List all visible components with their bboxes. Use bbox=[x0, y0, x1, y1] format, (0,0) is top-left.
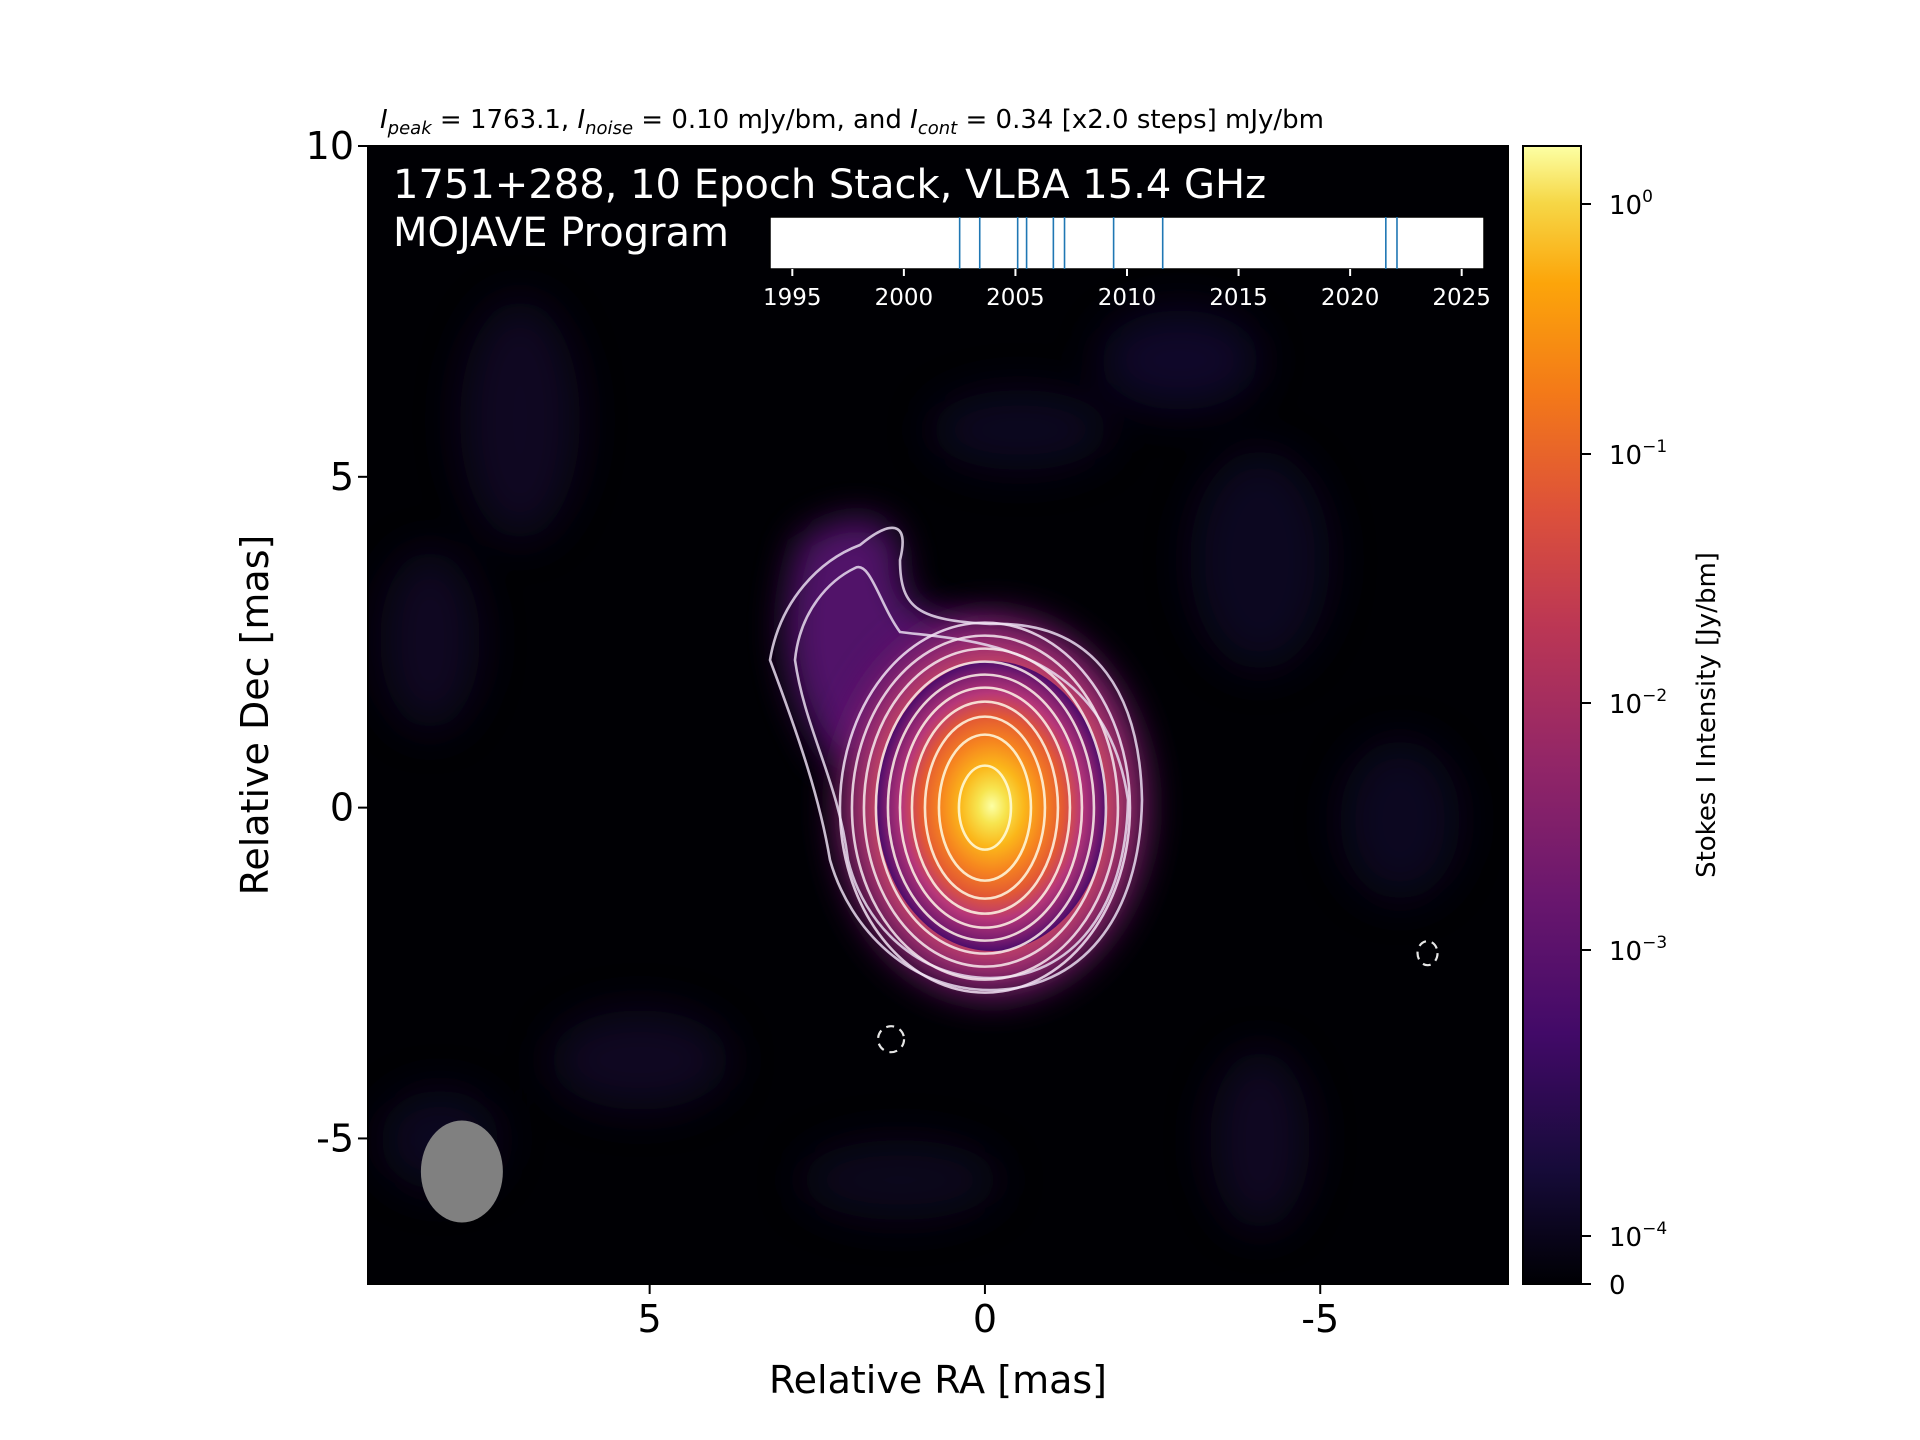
colorbar-tick-label: 10−4 bbox=[1609, 1219, 1667, 1253]
x-tick-label: 0 bbox=[973, 1297, 997, 1341]
colorbar-frame bbox=[1522, 145, 1582, 1285]
contour-caption: Ipeak = 1763.1, Inoise = 0.10 mJy/bm, an… bbox=[380, 105, 1324, 139]
timeline-tick-label: 2015 bbox=[1209, 285, 1268, 311]
colorbar-fill bbox=[1523, 146, 1581, 1284]
contour-ring bbox=[937, 733, 1033, 882]
beam-ellipse bbox=[420, 1120, 503, 1223]
y-axis: 10 5 0 -5 bbox=[306, 124, 368, 1160]
x-axis-label: Relative RA [mas] bbox=[769, 1358, 1107, 1402]
contour-ring bbox=[850, 634, 1120, 981]
colorbar: 100 10−1 10−2 10−3 10−4 0 Stokes I Intensity … bbox=[1522, 145, 1722, 1301]
timeline-tick-label: 2025 bbox=[1432, 285, 1491, 311]
x-tick-label: -5 bbox=[1301, 1297, 1339, 1341]
colorbar-ticks: 100 10−1 10−2 10−3 10−4 0 bbox=[1581, 187, 1667, 1301]
x-axis: 5 0 -5 bbox=[638, 1284, 1339, 1341]
timeline-tick-label: 1995 bbox=[763, 285, 822, 311]
timeline-tick-label: 2010 bbox=[1098, 285, 1157, 311]
contours bbox=[768, 526, 1144, 992]
contour-ring bbox=[923, 715, 1047, 900]
contour-level-2 bbox=[793, 565, 1130, 980]
contour-rings bbox=[838, 621, 1132, 994]
timeline-axis: 1995 2000 2005 2010 2015 2020 2025 bbox=[763, 269, 1491, 311]
noise-symbol: I bbox=[577, 105, 585, 135]
timeline-panel bbox=[769, 216, 1485, 270]
colorbar-tick-label: 0 bbox=[1609, 1271, 1626, 1301]
cont-sub: cont bbox=[918, 118, 958, 139]
timeline-epochs bbox=[958, 217, 1398, 269]
timeline-tick-label: 2005 bbox=[986, 285, 1045, 311]
contour-ring bbox=[838, 621, 1132, 994]
contour-level-1 bbox=[768, 526, 1144, 992]
image-panel bbox=[367, 145, 1509, 1285]
peak-symbol: I bbox=[380, 105, 388, 135]
y-axis-label: Relative Dec [mas] bbox=[233, 535, 277, 896]
colorbar-label: Stokes I Intensity [Jy/bm] bbox=[1692, 552, 1722, 878]
contour-ring bbox=[898, 686, 1072, 929]
negative-contours bbox=[876, 940, 1439, 1054]
contour-ring bbox=[886, 673, 1084, 942]
plot-title-line2: MOJAVE Program bbox=[393, 210, 729, 256]
plot-frame bbox=[367, 145, 1509, 1285]
negative-contour bbox=[1416, 940, 1439, 967]
contour-ring bbox=[862, 647, 1108, 968]
contour-ring bbox=[957, 764, 1013, 851]
colorbar-tick-label: 10−1 bbox=[1609, 437, 1667, 471]
timeline-tick-label: 2000 bbox=[875, 285, 934, 311]
timeline-tick-label: 2020 bbox=[1321, 285, 1380, 311]
noise-text: = 0.10 mJy/bm, and bbox=[633, 105, 910, 135]
contour-ring bbox=[910, 700, 1060, 915]
x-tick-label: 5 bbox=[638, 1297, 662, 1341]
y-tick-label: 5 bbox=[330, 455, 354, 499]
colorbar-tick-label: 100 bbox=[1609, 187, 1653, 221]
contour-ring bbox=[874, 660, 1096, 955]
y-tick-label: 0 bbox=[330, 786, 354, 830]
negative-contour bbox=[876, 1025, 906, 1054]
cont-text: = 0.34 [x2.0 steps] mJy/bm bbox=[957, 105, 1324, 135]
cont-symbol: I bbox=[910, 105, 918, 135]
peak-text: = 1763.1, bbox=[432, 105, 578, 135]
colorbar-tick-label: 10−3 bbox=[1609, 933, 1667, 967]
y-tick-label: -5 bbox=[316, 1116, 354, 1160]
peak-sub: peak bbox=[387, 118, 434, 139]
noise-sub: noise bbox=[585, 118, 633, 139]
colorbar-tick-label: 10−2 bbox=[1609, 686, 1667, 720]
epoch-timeline: 1995 2000 2005 2010 2015 2020 2025 bbox=[763, 216, 1491, 311]
plot-title-line1: 1751+288, 10 Epoch Stack, VLBA 15.4 GHz bbox=[393, 162, 1266, 208]
y-tick-label: 10 bbox=[306, 124, 354, 168]
noise-background bbox=[380, 300, 1460, 1230]
